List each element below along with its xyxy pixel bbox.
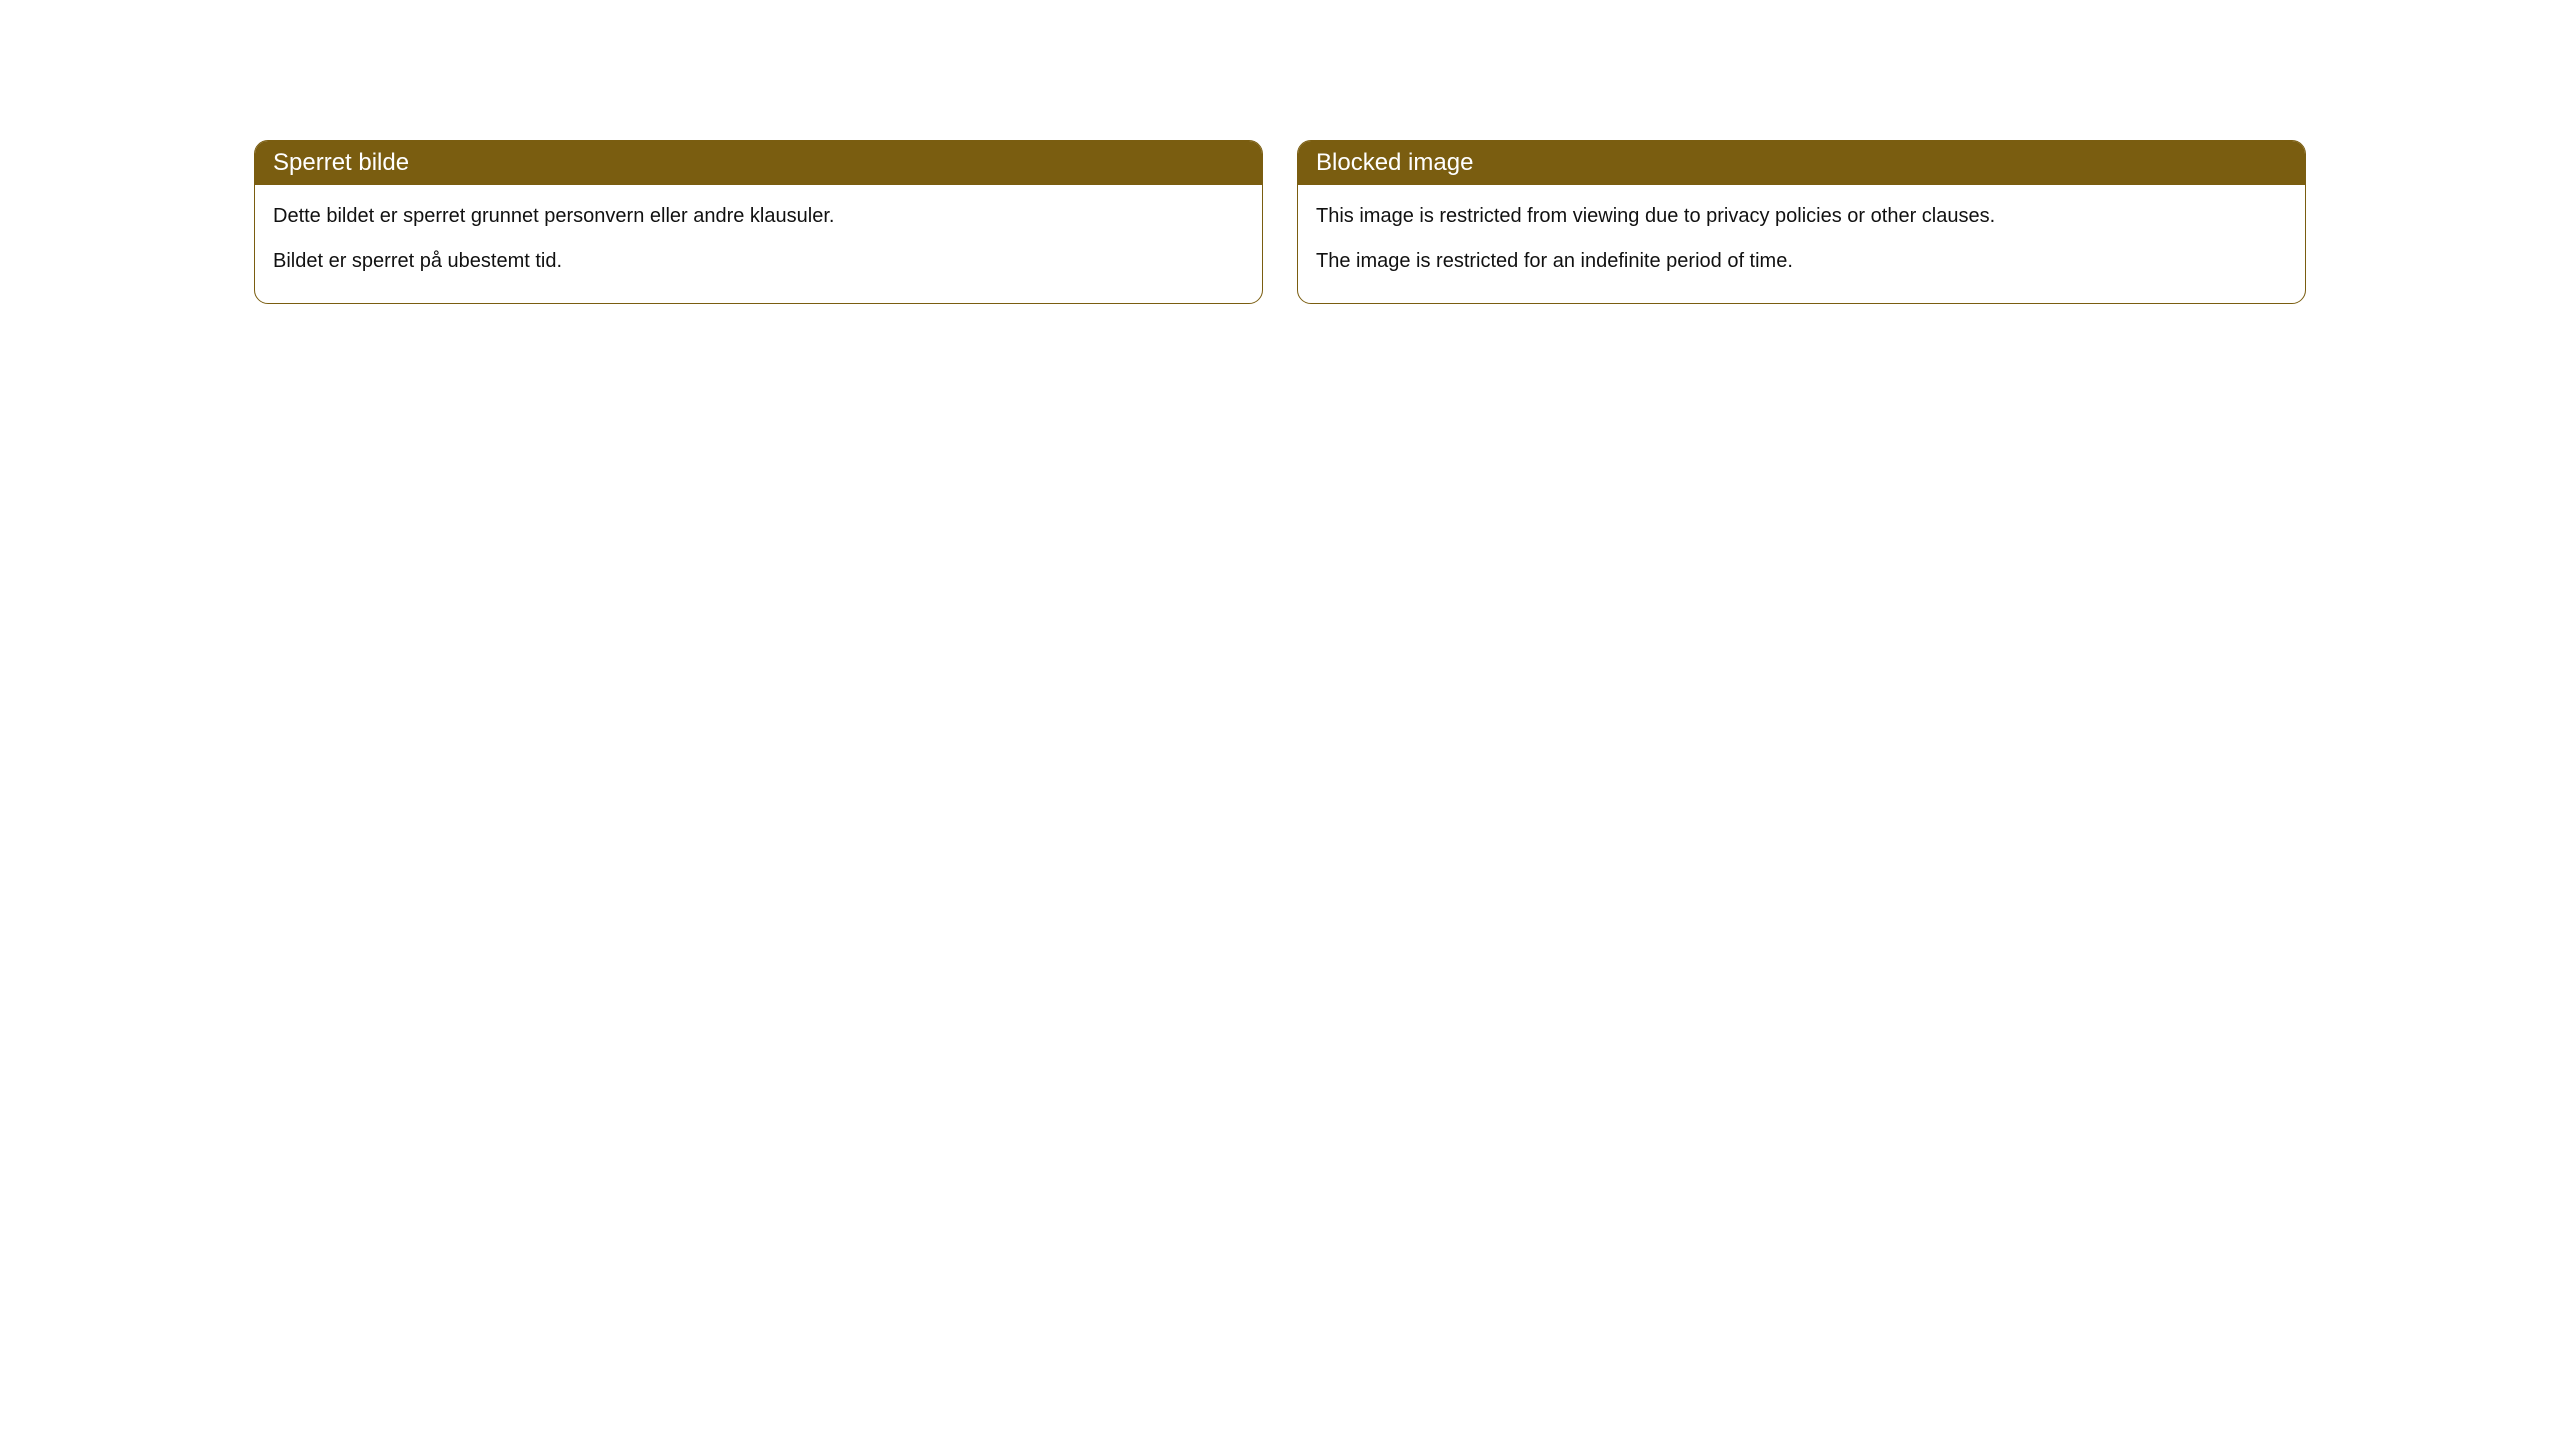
notice-card-english: Blocked image This image is restricted f…: [1297, 140, 2306, 304]
notice-body: Dette bildet er sperret grunnet personve…: [255, 185, 1262, 303]
notice-paragraph: Bildet er sperret på ubestemt tid.: [273, 248, 1244, 275]
notice-paragraph: Dette bildet er sperret grunnet personve…: [273, 203, 1244, 230]
notice-body: This image is restricted from viewing du…: [1298, 185, 2305, 303]
notice-title: Blocked image: [1298, 141, 2305, 185]
notice-paragraph: This image is restricted from viewing du…: [1316, 203, 2287, 230]
notice-card-norwegian: Sperret bilde Dette bildet er sperret gr…: [254, 140, 1263, 304]
notice-title: Sperret bilde: [255, 141, 1262, 185]
notice-paragraph: The image is restricted for an indefinit…: [1316, 248, 2287, 275]
